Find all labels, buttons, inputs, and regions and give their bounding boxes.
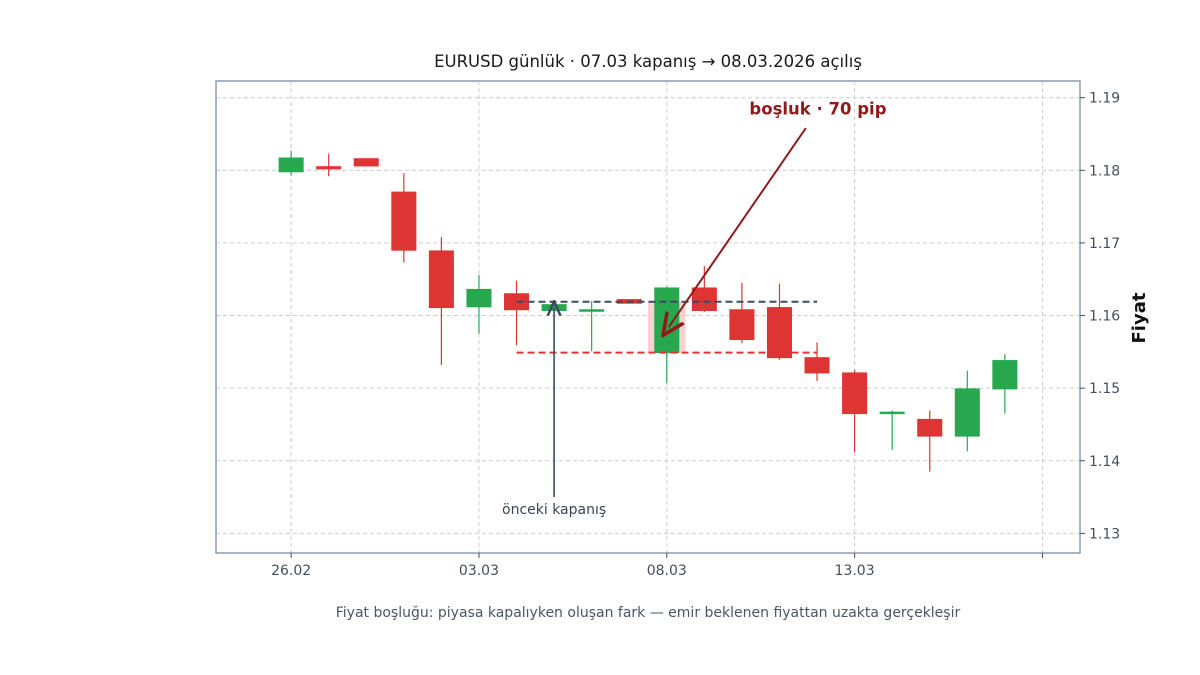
candle-body [391, 191, 417, 251]
x-tick-label: 08.03 [647, 563, 687, 579]
candle-body [466, 288, 492, 308]
y-tick-label: 1.16 [1089, 309, 1120, 325]
chart-title: EURUSD günlük · 07.03 kapanış → 08.03.20… [434, 52, 862, 71]
candle [504, 280, 530, 346]
candle [579, 301, 605, 352]
candle-body [917, 418, 943, 437]
gap-arrow [669, 127, 807, 327]
candle-body [691, 287, 717, 311]
y-tick-label: 1.15 [1089, 381, 1120, 397]
candle [353, 158, 379, 167]
x-tick-label: 03.03 [459, 563, 499, 579]
candle [466, 274, 492, 334]
plot-frame [215, 80, 1081, 554]
y-tick-label: 1.17 [1089, 236, 1120, 252]
candle-body [729, 309, 755, 341]
candle [992, 354, 1018, 414]
candle [766, 283, 792, 360]
candle [917, 410, 943, 472]
x-tick-label: 13.03 [835, 563, 875, 579]
y-tick-label: 1.19 [1089, 91, 1120, 107]
y-tick-label: 1.13 [1089, 526, 1120, 542]
candle [691, 266, 717, 312]
candle [316, 153, 342, 177]
grid [216, 81, 1080, 553]
candle [729, 282, 755, 344]
y-tick-label: 1.18 [1089, 163, 1120, 179]
x-tick-label: 26.02 [271, 563, 311, 579]
chart-caption: Fiyat boşluğu: piyasa kapalıyken oluşan … [336, 605, 961, 621]
candle-body [316, 166, 342, 170]
prev-close-annotation: önceki kapanış [502, 502, 606, 518]
candle-body [654, 287, 680, 354]
candle [879, 410, 905, 450]
candle [428, 237, 454, 365]
candle-body [579, 309, 605, 312]
candle-body [879, 411, 905, 415]
annotations-layer: önceki kapanış boşluk · 70 pip [502, 99, 887, 517]
y-axis-label: Fiyat [1129, 292, 1150, 343]
reference-lines-layer [516, 300, 818, 354]
candle-body [766, 307, 792, 359]
candle [842, 370, 868, 453]
candle-body [278, 157, 304, 173]
candle [391, 173, 417, 263]
axes: 1.13 1.14 1.15 1.16 1.17 1.18 1.19 26.02 03.03 08… [271, 91, 1120, 579]
candle-body [804, 357, 830, 374]
candle [804, 342, 830, 381]
candle-body [842, 372, 868, 415]
candle-body [353, 158, 379, 167]
gap-annotation: boşluk · 70 pip [749, 99, 886, 118]
candle [954, 370, 980, 452]
candle [278, 150, 304, 176]
candle-body [428, 250, 454, 309]
y-tick-label: 1.14 [1089, 454, 1120, 470]
candle-body [954, 388, 980, 437]
candle-body [992, 360, 1018, 390]
